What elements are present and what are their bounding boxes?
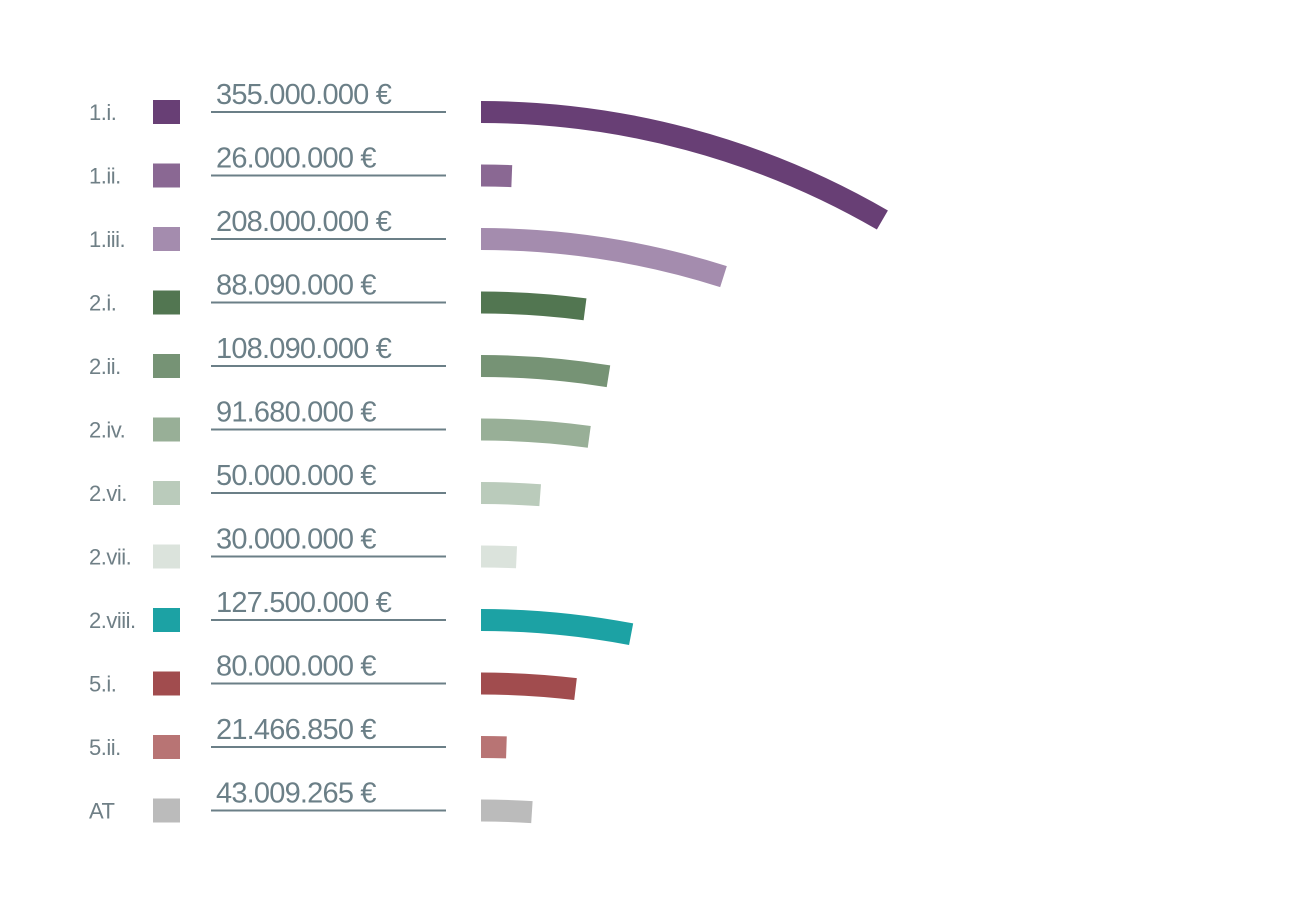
category-label: 2.ii. <box>89 354 121 379</box>
bar <box>481 799 533 824</box>
legend-swatch <box>153 735 180 759</box>
value-label: 80.000.000 € <box>216 651 376 683</box>
value-label: 355.000.000 € <box>216 79 392 111</box>
bar <box>481 672 577 701</box>
legend-swatch <box>153 544 180 569</box>
category-label: 2.vi. <box>89 481 127 506</box>
legend-swatch <box>153 290 180 315</box>
bar <box>481 101 888 230</box>
bar <box>481 482 541 507</box>
category-label: 1.i. <box>89 100 116 125</box>
chart-rows: 1.i. 355.000.000 € 1.ii. 26.000.000 € 1.iii.… <box>89 79 888 824</box>
legend-swatch <box>153 163 180 188</box>
legend-swatch <box>153 671 180 696</box>
category-label: 2.viii. <box>89 608 136 633</box>
value-label: 208.000.000 € <box>216 206 392 238</box>
value-label: 108.090.000 € <box>216 333 392 365</box>
value-label: 26.000.000 € <box>216 143 376 175</box>
bar <box>481 609 634 646</box>
category-label: 1.ii. <box>89 164 121 189</box>
value-label: 127.500.000 € <box>216 587 392 619</box>
legend-swatch <box>153 481 180 505</box>
legend-swatch <box>153 608 180 632</box>
category-label: 2.iv. <box>89 418 125 443</box>
bar <box>481 291 587 321</box>
legend-swatch <box>153 798 180 823</box>
value-label: 88.090.000 € <box>216 270 376 302</box>
value-label: 91.680.000 € <box>216 397 376 429</box>
value-label: 30.000.000 € <box>216 524 376 556</box>
value-label: 43.009.265 € <box>216 778 376 810</box>
category-label: 5.ii. <box>89 735 121 760</box>
value-label: 21.466.850 € <box>216 714 376 746</box>
legend-swatch <box>153 354 180 378</box>
legend-swatch <box>153 227 180 251</box>
bar <box>481 164 513 188</box>
bar <box>481 355 611 388</box>
bar <box>481 545 518 569</box>
category-label: 2.vii. <box>89 545 131 570</box>
bar <box>481 228 727 288</box>
bar <box>481 736 507 759</box>
category-label: 1.iii. <box>89 227 125 252</box>
legend-swatch <box>153 417 180 442</box>
legend-swatch <box>153 100 180 124</box>
category-label: AT <box>89 799 115 824</box>
value-label: 50.000.000 € <box>216 460 376 492</box>
bar <box>481 418 591 448</box>
category-label: 2.i. <box>89 291 116 316</box>
category-label: 5.i. <box>89 672 116 697</box>
